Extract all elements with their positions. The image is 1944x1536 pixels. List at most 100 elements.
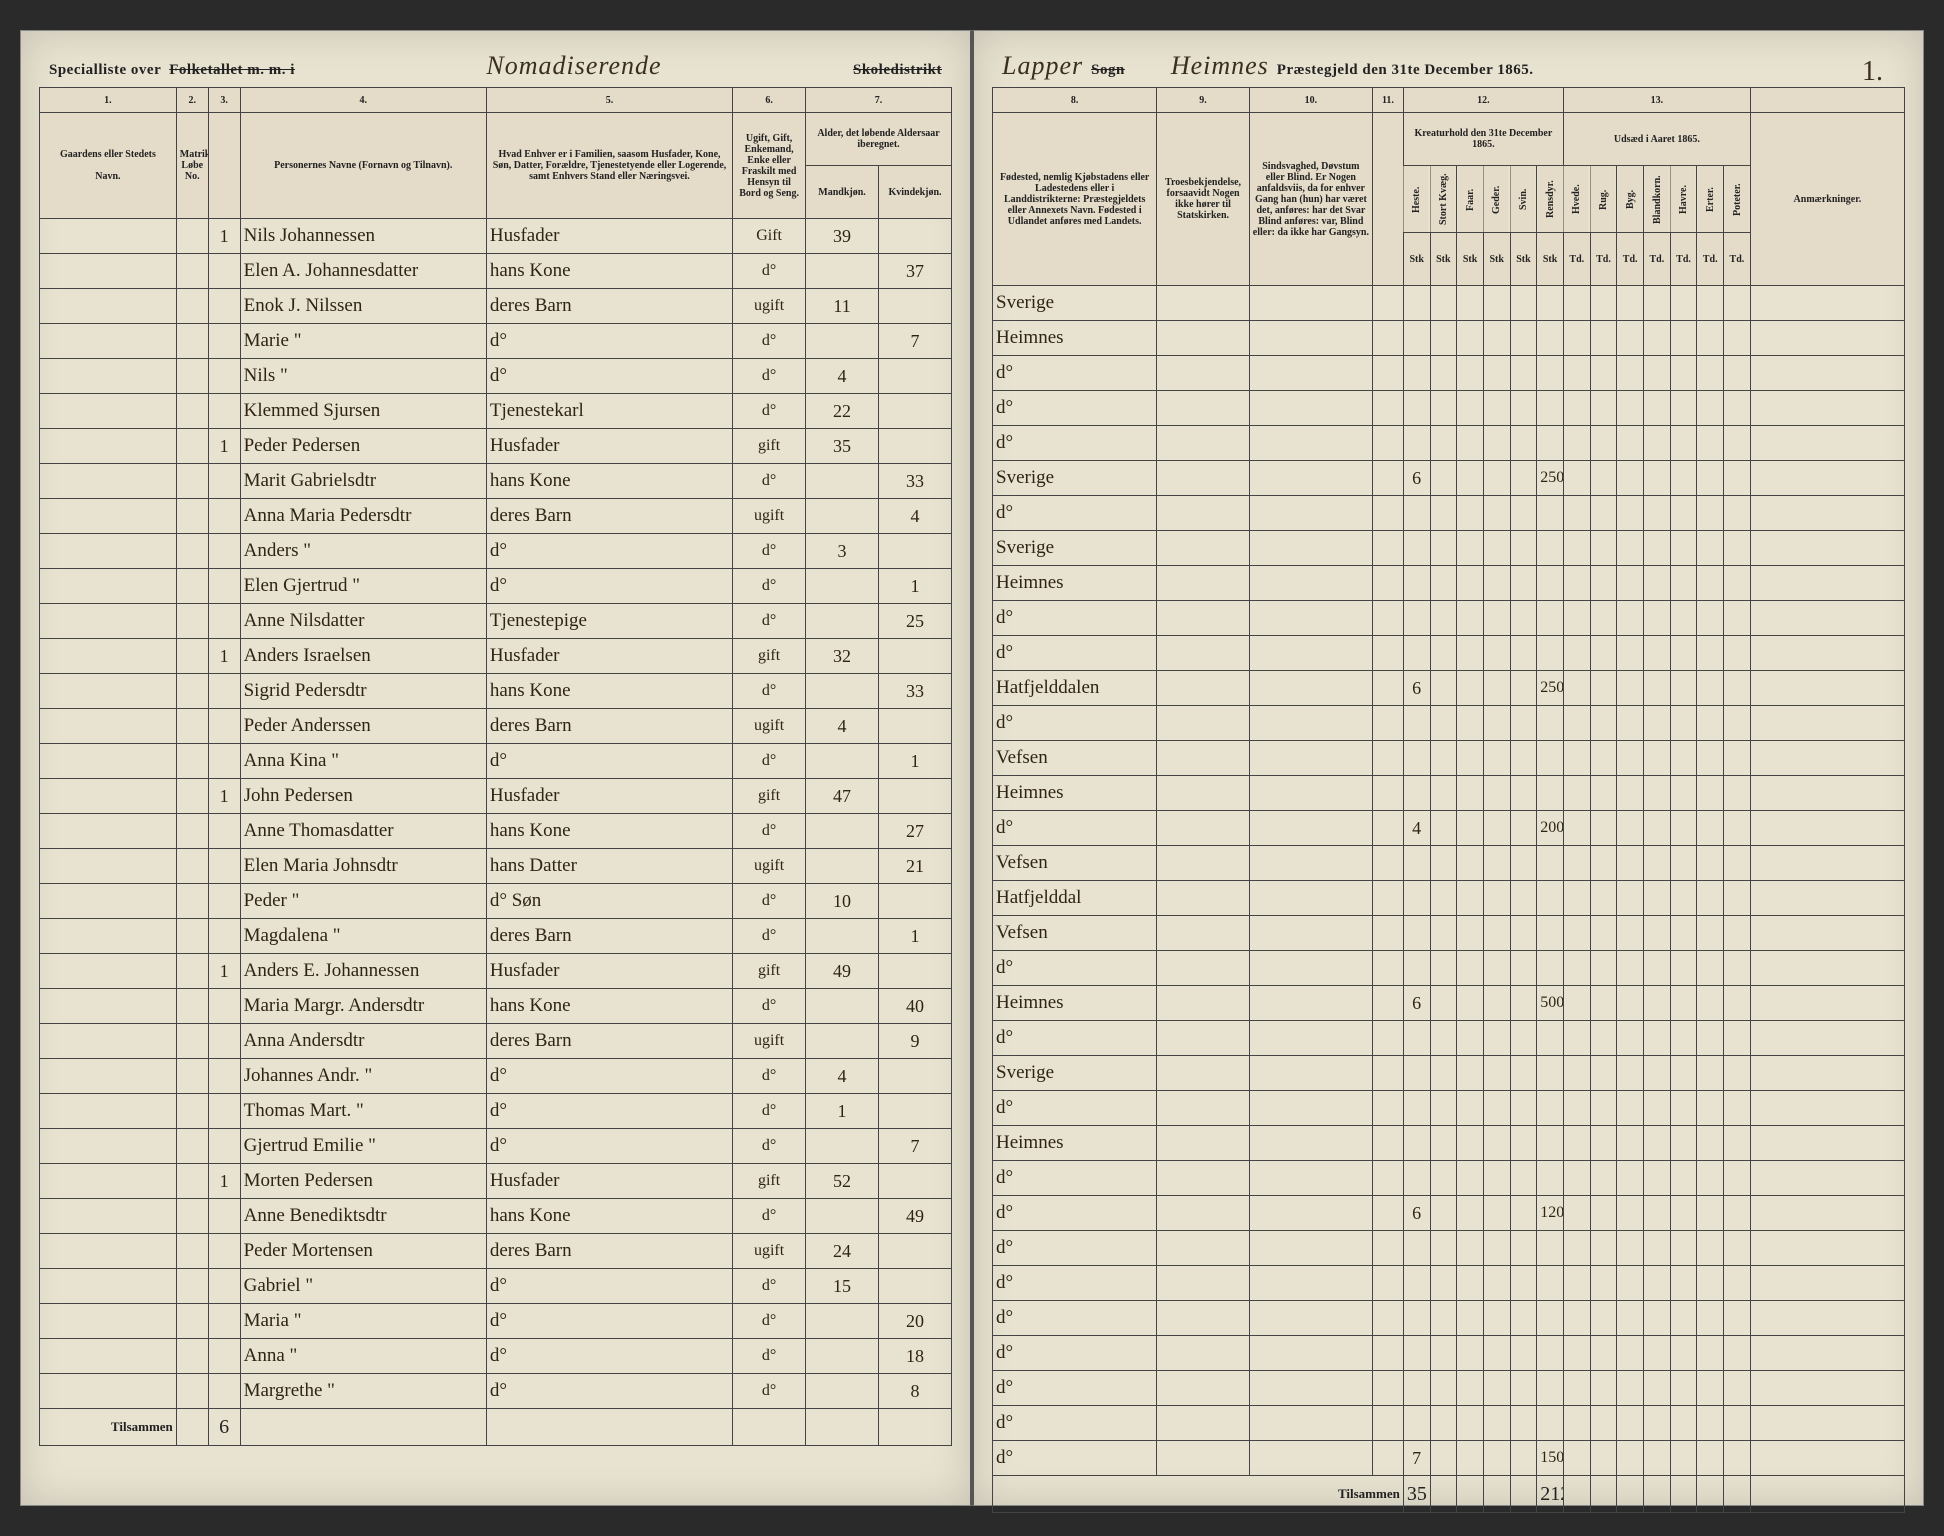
right-h-total: 35 (1403, 1476, 1430, 1513)
table-row: Hatfjelddalen6250 (993, 671, 1905, 706)
h-svin: Svin. (1510, 166, 1537, 233)
table-row: d° (993, 1161, 1905, 1196)
table-row: Gjertrud Emilie "d°d°7 (40, 1129, 952, 1164)
table-row: d°4200 (993, 811, 1905, 846)
right-table-head: 8. 9. 10. 11. 12. 13. Fødested, nemlig K… (993, 88, 1905, 286)
table-row: Sverige (993, 531, 1905, 566)
table-row: Vefsen (993, 846, 1905, 881)
parish-name: Heimnes (1171, 51, 1269, 81)
table-row: Heimnes (993, 776, 1905, 811)
colnum-2: 2. (176, 88, 208, 113)
h-heste: Heste. (1403, 166, 1430, 233)
right-table: 8. 9. 10. 11. 12. 13. Fødested, nemlig K… (992, 87, 1905, 1513)
table-row: Sigrid Pedersdtrhans Koned°33 (40, 674, 952, 709)
table-row: Elen A. Johannesdatterhans Koned°37 (40, 254, 952, 289)
table-row: Anna "d°d°18 (40, 1339, 952, 1374)
h-kvaeg: Stort Kvæg. (1430, 166, 1457, 233)
table-row: Johannes Andr. "d°d°4 (40, 1059, 952, 1094)
h-havre: Havre. (1670, 166, 1697, 233)
table-row: d° (993, 1336, 1905, 1371)
head-kreatur: Kreaturhold den 31te December 1865. (1403, 113, 1563, 166)
table-row: Marit Gabrielsdtrhans Koned°33 (40, 464, 952, 499)
head-mand: Mandkjøn. (806, 166, 879, 219)
handwritten-lapper: Lapper (1002, 51, 1083, 81)
head-alder: Alder, det løbende Aldersaar iberegnet. (806, 113, 952, 166)
h-erter: Erter. (1697, 166, 1724, 233)
h-poteter: Poteter. (1724, 166, 1751, 233)
table-row: d° (993, 1371, 1905, 1406)
colnum-12: 12. (1403, 88, 1563, 113)
table-row: d° (993, 636, 1905, 671)
colnum-anm (1750, 88, 1904, 113)
table-row: Anne Benediktsdtrhans Koned°49 (40, 1199, 952, 1234)
h-faar: Faar. (1457, 166, 1484, 233)
label-specialliste: Specialliste over (49, 62, 161, 79)
table-row: Sverige (993, 1056, 1905, 1091)
table-row: d° (993, 951, 1905, 986)
table-row: Anders "d°d°3 (40, 534, 952, 569)
head-navne: Personernes Navne (Fornavn og Tilnavn). (240, 113, 486, 219)
table-row: Anna Andersdtrderes Barnugift9 (40, 1024, 952, 1059)
head-c11 (1373, 113, 1404, 286)
table-row: d° (993, 1091, 1905, 1126)
left-total-row: Tilsammen 6 (40, 1409, 952, 1446)
table-row: d° (993, 1231, 1905, 1266)
tilsammen-label-left: Tilsammen (40, 1409, 177, 1446)
table-row: d° (993, 496, 1905, 531)
head-familien: Hvad Enhver er i Familien, saasom Husfad… (486, 113, 732, 219)
h-byg: Byg. (1617, 166, 1644, 233)
label-sogn: Sogn (1091, 62, 1125, 79)
left-table-body: 1Nils JohannessenHusfaderGift39Elen A. J… (40, 219, 952, 1409)
table-row: Gabriel "d°d°15 (40, 1269, 952, 1304)
head-c3 (208, 113, 240, 219)
colnum-10: 10. (1249, 88, 1372, 113)
colnum-3: 3. (208, 88, 240, 113)
table-row: d° (993, 601, 1905, 636)
left-page: Specialliste over Folketallet m. m. i No… (20, 30, 972, 1506)
table-row: d°6120 (993, 1196, 1905, 1231)
table-row: Peder Mortensenderes Barnugift24 (40, 1234, 952, 1269)
left-table: 1. 2. 3. 4. 5. 6. 7. Gaardens eller Sted… (39, 87, 952, 1446)
colnum-6: 6. (733, 88, 806, 113)
table-row: Anne Thomasdatterhans Koned°27 (40, 814, 952, 849)
head-udsaed: Udsæd i Aaret 1865. (1563, 113, 1750, 166)
label-skoledistrikt: Skoledistrikt (853, 62, 942, 79)
table-row: 1Anders IsraelsenHusfadergift32 (40, 639, 952, 674)
head-sindsvag: Sindsvaghed, Døvstum eller Blind. Er Nog… (1249, 113, 1372, 286)
head-fodested: Fødested, nemlig Kjøbstadens eller Lades… (993, 113, 1157, 286)
left-header: Specialliste over Folketallet m. m. i No… (39, 51, 952, 81)
table-row: Vefsen (993, 741, 1905, 776)
table-row: Thomas Mart. "d°d°1 (40, 1094, 952, 1129)
label-praestegjeld: Præstegjeld den 31te December 1865. (1277, 62, 1534, 79)
table-row: Klemmed SjursenTjenestekarld°22 (40, 394, 952, 429)
table-row: Nils "d°d°4 (40, 359, 952, 394)
page-number: 1. (1862, 56, 1883, 88)
table-row: d° (993, 1021, 1905, 1056)
head-ugift: Ugift, Gift, Enkemand, Enke eller Fraski… (733, 113, 806, 219)
table-row: Peder "d° Sønd°10 (40, 884, 952, 919)
table-row: Heimnes (993, 566, 1905, 601)
table-row: 1Peder PedersenHusfadergift35 (40, 429, 952, 464)
head-anm: Anmærkninger. (1750, 113, 1904, 286)
head-matrikul: Matrikul Løbe No. (176, 113, 208, 219)
tilsammen-label-right: Tilsammen (993, 1476, 1404, 1513)
right-header: Lapper Sogn Heimnes Præstegjeld den 31te… (992, 51, 1905, 81)
colnum-8: 8. (993, 88, 1157, 113)
table-row: d° (993, 1266, 1905, 1301)
h-geder: Geder. (1483, 166, 1510, 233)
head-kvinde: Kvindekjøn. (879, 166, 952, 219)
colnum-9: 9. (1157, 88, 1249, 113)
table-row: Marie "d°d°7 (40, 324, 952, 359)
label-folketallet: Folketallet m. m. i (169, 62, 295, 79)
colnum-7: 7. (806, 88, 952, 113)
table-row: 1Nils JohannessenHusfaderGift39 (40, 219, 952, 254)
table-row: Anna Kina "d°d°1 (40, 744, 952, 779)
table-row: d° (993, 1301, 1905, 1336)
left-fam-total: 6 (208, 1409, 240, 1446)
right-table-body: SverigeHeimnesd°d°d°Sverige6250d°Sverige… (993, 286, 1905, 1476)
colnum-5: 5. (486, 88, 732, 113)
table-row: Heimnes (993, 321, 1905, 356)
right-total-row: Tilsammen 35 2120 (993, 1476, 1905, 1513)
table-row: Magdalena "deres Barnd°1 (40, 919, 952, 954)
colnum-4: 4. (240, 88, 486, 113)
